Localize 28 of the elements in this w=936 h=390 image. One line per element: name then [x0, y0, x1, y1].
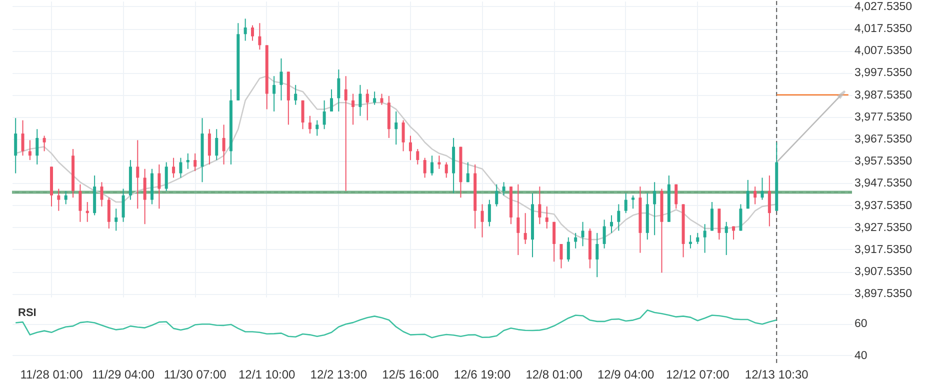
y-tick-label: 3,947.5350 — [854, 178, 912, 190]
y-tick-label: 4,007.5350 — [854, 45, 912, 58]
y-tick-label: 3,937.5350 — [854, 200, 912, 212]
y-tick-label: 3,997.5350 — [854, 67, 912, 80]
y-tick-label: 3,957.5350 — [854, 156, 912, 168]
x-tick-label: 12/5 16:00 — [382, 368, 440, 382]
y-tick-label: 4,017.5350 — [854, 23, 912, 36]
x-tick-label: 12/1 10:00 — [238, 368, 296, 382]
x-tick-label: 11/30 07:00 — [164, 368, 227, 382]
x-tick-label: 12/8 01:00 — [526, 368, 583, 382]
y-tick-label: 3,927.5350 — [854, 222, 912, 234]
x-tick-label: 12/13 10:30 — [744, 368, 809, 382]
y-tick-label: 60 — [854, 318, 868, 330]
chart-title: RSI — [18, 307, 36, 319]
x-tick-label: 12/2 13:00 — [310, 368, 368, 382]
x-tick-label: 11/28 01:00 — [20, 368, 84, 382]
x-tick-label: 12/6 19:00 — [454, 368, 511, 382]
y-tick-label: 3,907.5350 — [854, 266, 912, 278]
y-tick-label: 3,917.5350 — [854, 244, 912, 256]
y-tick-label: 3,977.5350 — [854, 111, 912, 124]
x-tick-label: 11/29 04:00 — [92, 368, 155, 382]
y-tick-label: 4,027.5350 — [854, 0, 912, 13]
x-tick-label: 12/12 07:00 — [666, 368, 730, 382]
y-tick-label: 3,987.5350 — [854, 89, 912, 102]
y-tick-label: 3,967.5350 — [854, 133, 912, 146]
y-tick-label: 3,897.5350 — [854, 288, 912, 300]
y-tick-label: 40 — [854, 350, 868, 362]
x-tick-label: 12/9 04:00 — [597, 368, 655, 382]
